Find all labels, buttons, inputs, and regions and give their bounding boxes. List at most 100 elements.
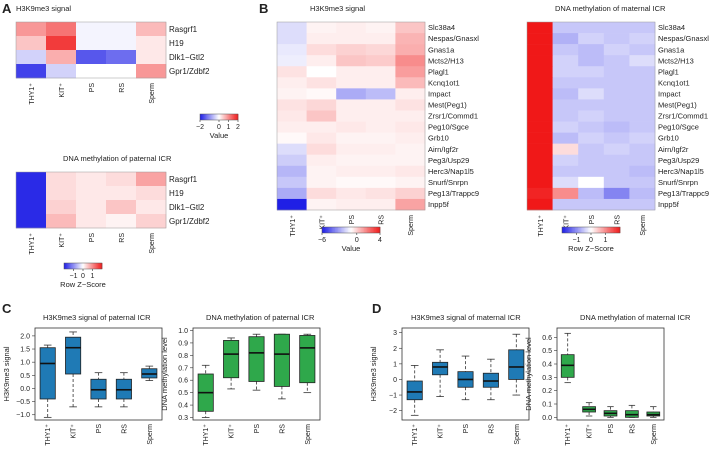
heatmap-cell — [578, 99, 605, 111]
legend-swatch — [235, 114, 237, 120]
heatmap-cell — [395, 143, 426, 156]
heatmap-cell — [629, 110, 656, 122]
legend-swatch — [215, 114, 217, 120]
chart-title: DNA methylation of maternal ICR — [555, 4, 666, 13]
heatmap-cell — [629, 121, 656, 133]
heatmap-cell — [76, 36, 107, 51]
y-tick-label: 0.4 — [542, 362, 552, 369]
heatmap-cell — [365, 44, 396, 56]
heatmap-cell — [578, 132, 605, 144]
legend-swatch — [337, 227, 340, 233]
legend-swatch — [598, 227, 600, 233]
y-tick-label: 2.0 — [20, 333, 30, 340]
heatmap-cell — [306, 88, 337, 100]
box — [39, 347, 56, 400]
col-label: KIT⁺ — [319, 215, 326, 230]
row-label: Gnas1a — [428, 45, 455, 54]
heatmap-cell — [603, 198, 630, 211]
legend-swatch — [342, 227, 345, 233]
heatmap-cell — [336, 33, 367, 45]
heatmap-cell — [603, 165, 630, 178]
heatmap-cell — [306, 44, 337, 56]
legend-swatch — [75, 263, 77, 269]
legend-swatch — [378, 227, 381, 233]
legend-swatch — [74, 263, 76, 269]
y-tick-label: 2 — [393, 346, 397, 353]
legend-swatch — [618, 227, 621, 233]
x-tick-label: THY1⁺ — [203, 424, 210, 446]
heatmap-cell — [16, 172, 47, 187]
legend-swatch — [614, 227, 616, 233]
row-label: Nespas/Gnasxl — [428, 34, 479, 43]
heatmap-cell — [306, 22, 337, 34]
heatmap-cell — [527, 187, 553, 200]
heatmap-cell — [629, 99, 656, 111]
legend-swatch — [576, 227, 579, 233]
row-label: Dlk1−Gtl2 — [169, 53, 205, 62]
y-tick-label: 0.0 — [20, 386, 30, 393]
legend-swatch — [214, 114, 216, 120]
legend-tick-label: 0 — [217, 124, 221, 131]
y-tick-label: 0.3 — [542, 375, 552, 382]
heatmap-cell — [578, 165, 605, 178]
heatmap-cell — [306, 165, 337, 178]
heatmap-cell — [16, 214, 47, 229]
legend-swatch — [324, 227, 327, 233]
legend-swatch — [572, 227, 574, 233]
row-label: Kcnq1ot1 — [658, 78, 690, 87]
legend-swatch — [80, 263, 82, 269]
heatmap-cell — [629, 154, 656, 167]
y-tick-label: 0.7 — [178, 365, 188, 372]
heatmap-cell — [527, 66, 553, 78]
legend-swatch — [351, 227, 353, 233]
heatmap-cell — [578, 121, 605, 133]
legend-swatch — [219, 114, 221, 120]
row-label: Plagl1 — [658, 67, 679, 76]
y-tick-label: 0.3 — [178, 415, 188, 422]
heatmap-cell — [336, 88, 367, 100]
row-label: Peg13/Trappc9 — [658, 189, 709, 198]
legend-swatch — [322, 227, 324, 233]
row-label: Impact — [428, 90, 451, 99]
row-label: Zrsr1/Commd1 — [428, 112, 478, 121]
legend-swatch — [83, 263, 85, 269]
legend-tick-label: 1 — [604, 237, 608, 244]
legend-swatch — [221, 114, 224, 120]
legend-swatch — [601, 227, 603, 233]
legend-swatch — [237, 114, 239, 120]
legend-swatch — [230, 114, 232, 120]
y-tick-label: −1.0 — [16, 412, 30, 419]
row-label: Rasgrf1 — [169, 175, 198, 184]
heatmap-cell — [365, 110, 396, 122]
legend-swatch — [68, 263, 70, 269]
heatmap-cell — [306, 110, 337, 122]
heatmap-cell — [136, 172, 167, 187]
legend-swatch — [577, 227, 580, 233]
heatmap-cell — [552, 154, 579, 167]
heatmap-cell — [365, 22, 396, 34]
col-label: KIT⁺ — [59, 233, 66, 248]
legend-swatch — [200, 114, 202, 120]
heatmap-cell — [578, 187, 605, 200]
heatmap-cell — [629, 143, 656, 156]
box — [508, 349, 525, 380]
y-tick-label: 1.0 — [20, 360, 30, 367]
y-tick-label: 0.9 — [178, 340, 188, 347]
legend-swatch — [71, 263, 73, 269]
heatmap-cell — [336, 99, 367, 111]
heatmap-cell — [527, 99, 553, 111]
legend-swatch — [579, 227, 582, 233]
heatmap-cell — [365, 176, 396, 189]
legend-swatch — [83, 263, 86, 269]
legend-swatch — [97, 263, 99, 269]
heatmap-cell — [365, 198, 396, 211]
heatmap-cell — [136, 214, 167, 229]
heatmap-cell — [16, 200, 47, 215]
legend-swatch — [591, 227, 593, 233]
legend-swatch — [220, 114, 223, 120]
row-label: Zrsr1/Commd1 — [658, 112, 708, 121]
heatmap-cell — [629, 198, 656, 211]
x-tick-label: Sperm — [514, 424, 521, 445]
x-tick-label: KIT⁺ — [587, 424, 594, 439]
legend-swatch — [566, 227, 569, 233]
